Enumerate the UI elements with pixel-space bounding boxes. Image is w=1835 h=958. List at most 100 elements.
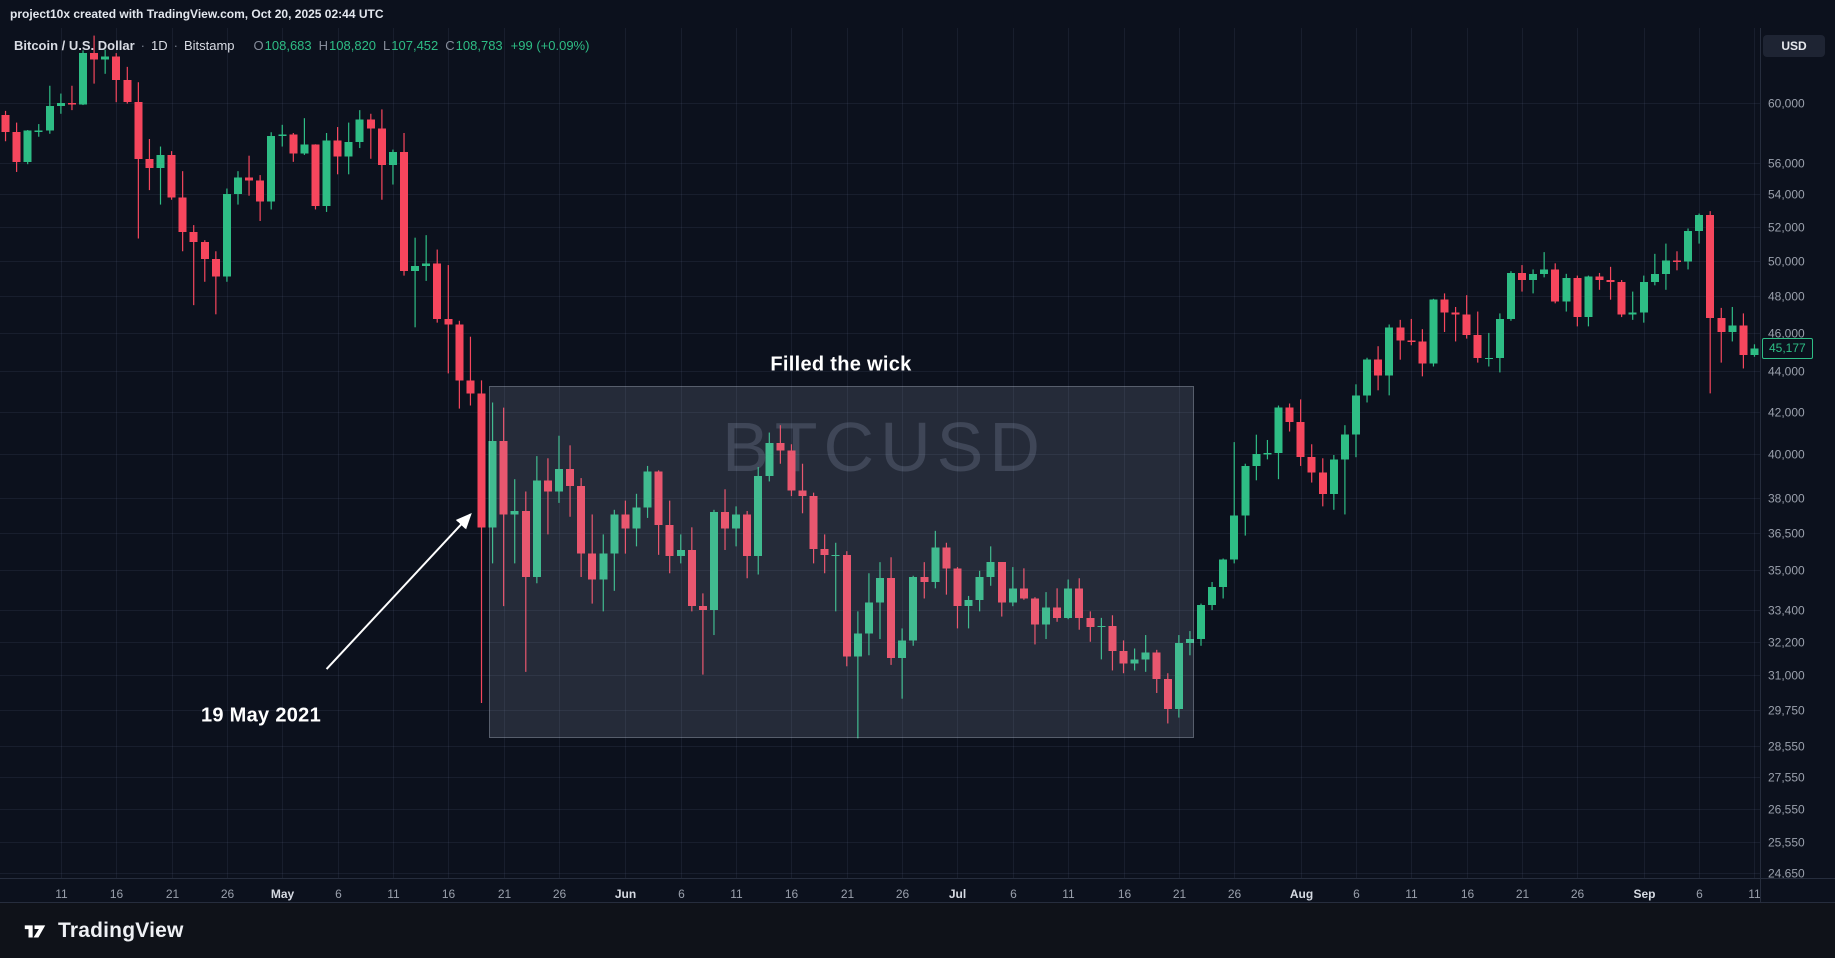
low-value: 107,452 xyxy=(391,38,439,53)
candle xyxy=(333,127,342,175)
candle xyxy=(1584,275,1593,327)
open-value: 108,683 xyxy=(264,38,312,53)
candle xyxy=(1351,384,1360,458)
separator-dot: · xyxy=(140,38,145,53)
candle xyxy=(101,49,110,74)
candle xyxy=(455,320,464,409)
interval-label[interactable]: 1D xyxy=(150,38,168,53)
candle xyxy=(34,124,43,137)
candle xyxy=(200,240,209,282)
time-tick-label: 21 xyxy=(166,887,180,901)
last-price-badge: 45,177 xyxy=(1762,338,1813,360)
candle xyxy=(1329,455,1338,510)
candle xyxy=(1241,463,1250,536)
candle xyxy=(444,265,453,374)
time-tick-label: 16 xyxy=(1461,887,1475,901)
time-tick-label: 11 xyxy=(1748,887,1761,901)
candle xyxy=(1684,228,1693,270)
price-tick-label: 32,200 xyxy=(1768,636,1805,650)
tradingview-logo-icon[interactable] xyxy=(22,918,48,944)
annotation-filled-the-wick[interactable]: Filled the wick xyxy=(770,353,912,376)
time-tick-label: 16 xyxy=(110,887,124,901)
candle xyxy=(1551,263,1560,304)
candle xyxy=(1,110,10,142)
candle xyxy=(377,109,386,200)
time-tick-label: 16 xyxy=(785,887,799,901)
change-value: +99 (+0.09%) xyxy=(510,38,590,53)
candle xyxy=(1750,344,1759,357)
time-tick-label: 21 xyxy=(1173,887,1187,901)
candle xyxy=(1374,346,1383,391)
price-tick-label: 26,550 xyxy=(1768,803,1805,817)
high-label: H xyxy=(318,38,329,53)
time-tick-label: 21 xyxy=(1516,887,1530,901)
symbol-title[interactable]: Bitcoin / U.S. Dollar xyxy=(14,38,135,53)
candle xyxy=(1385,324,1394,396)
candle xyxy=(1263,439,1272,460)
candle xyxy=(1484,332,1493,367)
candle xyxy=(112,53,121,103)
candle xyxy=(1473,311,1482,363)
time-tick-label: 21 xyxy=(841,887,855,901)
candle xyxy=(411,237,420,328)
price-tick-label: 44,000 xyxy=(1768,365,1805,379)
candle xyxy=(1274,405,1283,480)
candle xyxy=(1573,275,1582,327)
candle xyxy=(1440,293,1449,332)
candle xyxy=(134,82,143,239)
time-tick-label: 16 xyxy=(1118,887,1132,901)
time-axis[interactable]: 11 16 21 26 May 6 11 16 21 26 Jun 6 11 16 21 26 Jul 6 11 16… xyxy=(55,887,1761,901)
candle xyxy=(1396,319,1405,360)
time-tick-label: 11 xyxy=(1062,887,1075,901)
attribution-bar: project10x created with TradingView.com,… xyxy=(0,0,1835,28)
candle xyxy=(278,124,287,147)
price-tick-label: 25,550 xyxy=(1768,836,1805,850)
highlight-rectangle[interactable] xyxy=(488,386,1194,739)
candle xyxy=(1197,603,1206,646)
time-tick-label: Sep xyxy=(1633,887,1655,901)
candle xyxy=(222,188,231,282)
candle xyxy=(1318,458,1327,507)
candle xyxy=(178,171,187,252)
time-tick-label: 21 xyxy=(498,887,512,901)
candle xyxy=(466,336,475,406)
candle xyxy=(56,93,65,114)
high-value: 108,820 xyxy=(329,38,377,53)
annotation-date-label[interactable]: 19 May 2021 xyxy=(200,704,322,727)
candle xyxy=(477,380,486,704)
candle xyxy=(23,130,32,165)
candle xyxy=(1639,275,1648,323)
candle xyxy=(1739,313,1748,369)
price-tick-label: 54,000 xyxy=(1768,188,1805,202)
time-tick-label: 26 xyxy=(553,887,567,901)
time-tick-label: 6 xyxy=(1353,887,1360,901)
candle xyxy=(1252,434,1261,481)
candle xyxy=(1628,291,1637,320)
tradingview-wordmark[interactable]: TradingView xyxy=(58,918,184,942)
price-tick-label: 33,400 xyxy=(1768,604,1805,618)
candle xyxy=(422,235,431,281)
open-label: O xyxy=(253,38,264,53)
candle xyxy=(45,85,54,134)
chart-pane[interactable]: 60,000 56,000 54,000 52,000 50,000 48,000 46,0… xyxy=(0,28,1835,902)
candle xyxy=(1208,582,1217,611)
time-tick-label: 11 xyxy=(55,887,68,901)
ohlc-readout: O 108,683 H 108,820 L 107,452 C 108,783 +99 … xyxy=(247,38,590,53)
time-tick-label: 26 xyxy=(221,887,235,901)
low-label: L xyxy=(383,38,391,53)
time-tick-label: 6 xyxy=(1696,887,1703,901)
price-tick-label: 56,000 xyxy=(1768,157,1805,171)
candle xyxy=(167,151,176,200)
price-tick-label: 24,650 xyxy=(1768,867,1805,881)
candle xyxy=(400,132,409,276)
time-tick-label: May xyxy=(271,887,295,901)
exchange-label[interactable]: Bitstamp xyxy=(183,38,235,53)
time-tick-label: 11 xyxy=(387,887,400,901)
candle xyxy=(1661,243,1670,290)
price-tick-label: 35,000 xyxy=(1768,564,1805,578)
currency-toggle-button[interactable]: USD xyxy=(1763,35,1825,57)
price-axis[interactable]: 60,00056,00054,00052,00050,00048,00046,0… xyxy=(1768,97,1805,881)
candle xyxy=(1307,444,1316,483)
candle xyxy=(1285,403,1294,432)
candle xyxy=(1451,306,1460,342)
